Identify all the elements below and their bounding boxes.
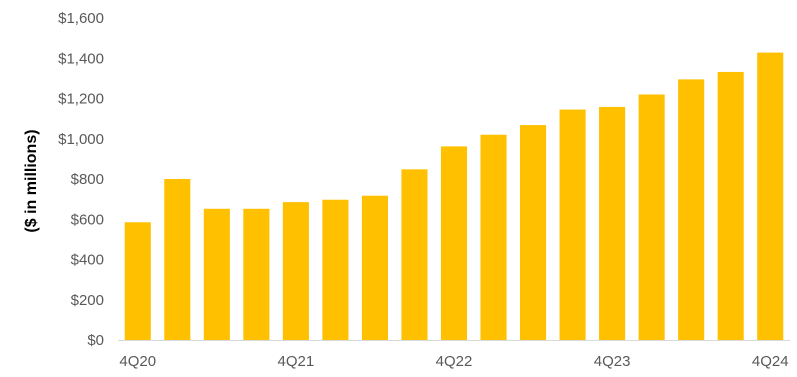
bars bbox=[124, 52, 784, 341]
y-tick-label: $800 bbox=[71, 171, 104, 188]
bar-1q24 bbox=[638, 94, 665, 340]
bar-3q22 bbox=[401, 169, 428, 340]
bar-2q23 bbox=[520, 125, 547, 340]
bar-1q23 bbox=[480, 134, 507, 340]
bar-1q22 bbox=[322, 199, 349, 340]
y-tick-label: $1,000 bbox=[58, 131, 104, 148]
y-tick-label: $1,600 bbox=[58, 10, 104, 27]
bar-3q21 bbox=[243, 208, 270, 340]
y-tick-label: $400 bbox=[71, 252, 104, 269]
bar-4q22 bbox=[440, 146, 468, 340]
bar-1q21 bbox=[164, 179, 191, 340]
y-tick-label: $1,200 bbox=[58, 91, 104, 108]
bar-4q23 bbox=[599, 106, 626, 340]
bar-3q24 bbox=[717, 71, 744, 340]
y-axis-label: ($ in millions) bbox=[23, 129, 40, 232]
x-tick-label: 4Q24 bbox=[752, 353, 789, 370]
bar-4q24 bbox=[757, 52, 784, 341]
bar-2q21 bbox=[203, 208, 230, 340]
y-tick-label: $200 bbox=[71, 292, 104, 309]
y-axis-ticks: $0 $200 $400 $600 $800 $1,000 $1,200 $1,400 $1,6… bbox=[58, 10, 104, 349]
x-tick-label: 4Q21 bbox=[278, 353, 315, 370]
bar-2q22 bbox=[361, 195, 388, 340]
x-tick-label: 4Q23 bbox=[594, 353, 631, 370]
y-tick-label: $600 bbox=[71, 211, 104, 228]
x-tick-label: 4Q20 bbox=[119, 353, 156, 370]
bar-4q21 bbox=[282, 202, 309, 340]
x-tick-label: 4Q22 bbox=[436, 353, 473, 370]
x-axis-ticks: 4Q20 4Q21 4Q22 4Q23 4Q24 bbox=[119, 353, 788, 370]
bar-2q24 bbox=[678, 79, 705, 340]
y-tick-label: $0 bbox=[87, 332, 104, 349]
y-tick-label: $1,400 bbox=[58, 50, 104, 67]
bar-4q20 bbox=[124, 222, 151, 340]
bar-3q23 bbox=[559, 109, 586, 340]
